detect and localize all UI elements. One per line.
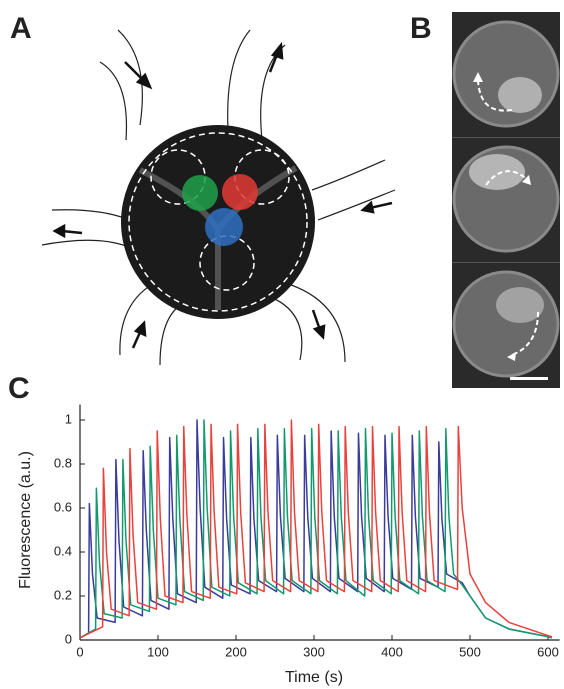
y-tick-label: 0.8 xyxy=(54,455,72,470)
x-tick-label: 0 xyxy=(76,644,83,659)
panel-label: B xyxy=(410,12,432,45)
micrographs xyxy=(452,12,560,388)
series-line xyxy=(79,419,553,639)
series-line xyxy=(79,419,553,639)
x-tick-label: 200 xyxy=(225,644,247,659)
chart: Time (s) Fluorescence (a.u.) 0 100 200 300 4… xyxy=(17,404,560,686)
x-axis-title: Time (s) xyxy=(285,669,343,686)
y-tick-label: 0.4 xyxy=(54,543,72,558)
flow-arrows xyxy=(52,41,393,349)
y-tick-label: 1 xyxy=(65,411,72,426)
x-tick-label: 100 xyxy=(147,644,169,659)
y-tick-label: 0.6 xyxy=(54,499,72,514)
y-tick-label: 0 xyxy=(65,631,72,646)
x-tick-label: 500 xyxy=(459,644,481,659)
x-tick-label: 300 xyxy=(303,644,325,659)
panel-label: C xyxy=(8,372,30,405)
cell-regions xyxy=(182,174,258,246)
panel-label: A xyxy=(10,12,32,45)
y-axis-title: Fluorescence (a.u.) xyxy=(17,451,34,589)
x-tick-label: 400 xyxy=(381,644,403,659)
y-tick-label: 0.2 xyxy=(54,587,72,602)
x-tick-label: 600 xyxy=(537,644,559,659)
